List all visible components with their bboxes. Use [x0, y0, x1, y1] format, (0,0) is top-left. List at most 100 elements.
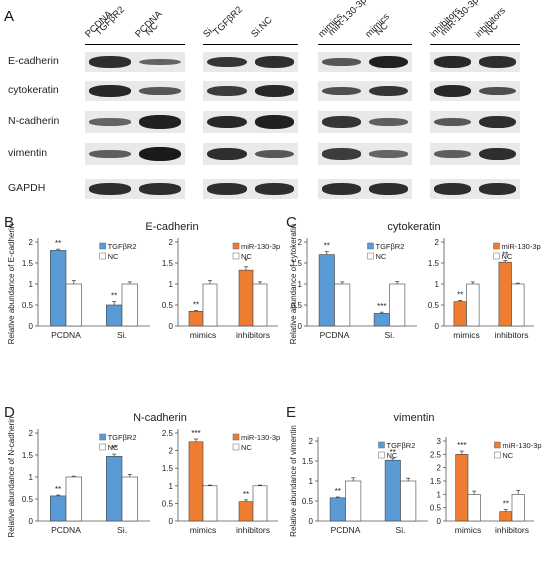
protein-band	[369, 150, 408, 158]
y-tick-label: 0	[437, 517, 442, 526]
blot-strip	[203, 52, 298, 72]
legend-label: NC	[387, 451, 398, 460]
y-tick-label: 0.5	[22, 495, 34, 504]
significance-label: **	[324, 242, 330, 251]
legend-swatch	[367, 242, 374, 250]
chart-title: cytokeratin	[387, 221, 440, 233]
y-tick-label: 1.5	[302, 457, 314, 466]
bar	[202, 485, 218, 522]
y-axis-label: Relative abundance of vimentin	[289, 425, 298, 537]
bar	[400, 480, 417, 522]
x-tick-label: PCDNA	[320, 330, 350, 340]
bar	[65, 476, 82, 522]
legend-label: TGFβR2	[108, 242, 137, 251]
blot-strip	[85, 143, 185, 165]
legend-label: NC	[108, 443, 119, 452]
legend-label: NC	[502, 252, 513, 261]
x-tick-label: mimics	[190, 525, 216, 535]
protein-band	[434, 56, 471, 68]
legend-swatch	[232, 242, 240, 250]
y-tick-label: 0.5	[291, 301, 303, 310]
significance-label: **	[111, 292, 117, 301]
legend-label: NC	[108, 252, 119, 261]
y-tick-label: 1	[309, 477, 314, 486]
y-tick-label: 0.5	[428, 301, 440, 310]
legend-swatch	[494, 441, 501, 449]
blot-strip	[85, 81, 185, 101]
significance-label: ***	[191, 429, 200, 438]
x-tick-label: inhibitors	[236, 525, 270, 535]
x-tick-label: inhibitors	[236, 330, 270, 340]
significance-label: **	[55, 485, 61, 494]
protein-band	[139, 58, 181, 66]
legend-label: NC	[241, 252, 252, 261]
y-tick-label: 2	[169, 238, 174, 247]
protein-band	[369, 183, 408, 195]
legend-swatch	[367, 252, 374, 260]
protein-band	[369, 55, 408, 69]
legend-swatch	[494, 451, 501, 459]
protein-band	[434, 183, 471, 195]
y-tick-label: 2	[29, 429, 34, 438]
significance-label: **	[503, 500, 509, 509]
bar	[65, 283, 82, 327]
y-tick-label: 0	[29, 322, 34, 331]
legend-label: NC	[502, 451, 513, 460]
lane-group-divider	[203, 44, 298, 45]
legend-swatch	[232, 252, 240, 260]
bar	[453, 301, 467, 327]
protein-band	[322, 116, 361, 128]
protein-band	[322, 86, 361, 96]
y-tick-label: 1.5	[162, 464, 174, 473]
bar	[50, 250, 67, 327]
panel-letter: E	[286, 404, 296, 421]
significance-label: **	[193, 300, 199, 309]
x-tick-label: Si.	[385, 330, 395, 340]
blot-row-label: N-cadherin	[8, 115, 60, 127]
y-tick-label: 1	[298, 280, 303, 289]
legend-label: miR-130-3p	[241, 433, 280, 442]
legend-swatch	[378, 441, 385, 449]
y-tick-label: 2	[435, 238, 440, 247]
protein-band	[89, 183, 131, 195]
y-tick-label: 2	[298, 238, 303, 247]
y-tick-label: 0	[435, 322, 440, 331]
legend-label: TGFβR2	[108, 433, 137, 442]
y-tick-label: 1	[29, 280, 34, 289]
bar	[511, 283, 525, 327]
y-axis-label: Relative abundance of N-cadherin	[7, 417, 16, 538]
legend-label: NC	[376, 252, 387, 261]
blot-row-label: GAPDH	[8, 182, 46, 194]
y-tick-label: 3	[437, 437, 442, 446]
significance-label: **	[335, 487, 341, 496]
blot-row-label: cytokeratin	[8, 84, 59, 96]
significance-label: ***	[377, 302, 386, 311]
protein-band	[89, 56, 131, 68]
protein-band	[369, 85, 408, 97]
x-tick-label: Si.	[117, 525, 127, 535]
protein-band	[89, 149, 131, 159]
protein-band	[254, 149, 294, 159]
bar	[373, 313, 390, 327]
panel-letter: D	[4, 404, 15, 421]
protein-band	[207, 85, 247, 97]
legend-swatch	[99, 443, 106, 451]
y-tick-label: 2	[437, 464, 442, 473]
y-axis-label: Relative abundance of cytokeratin	[289, 224, 298, 345]
legend-swatch	[493, 252, 500, 260]
bar	[466, 283, 480, 327]
panel-letter: C	[286, 214, 297, 231]
legend-label: miR-130-3p	[241, 242, 280, 251]
protein-band	[207, 56, 247, 68]
protein-band	[479, 183, 516, 195]
x-tick-label: inhibitors	[494, 330, 528, 340]
y-tick-label: 2.5	[162, 429, 174, 438]
y-tick-label: 2	[29, 238, 34, 247]
protein-band	[322, 183, 361, 195]
blot-strip	[318, 111, 412, 133]
x-tick-label: PCDNA	[51, 525, 81, 535]
blot-strip	[318, 143, 412, 165]
protein-band	[139, 146, 181, 162]
x-tick-label: mimics	[455, 525, 481, 535]
bar	[455, 454, 469, 522]
